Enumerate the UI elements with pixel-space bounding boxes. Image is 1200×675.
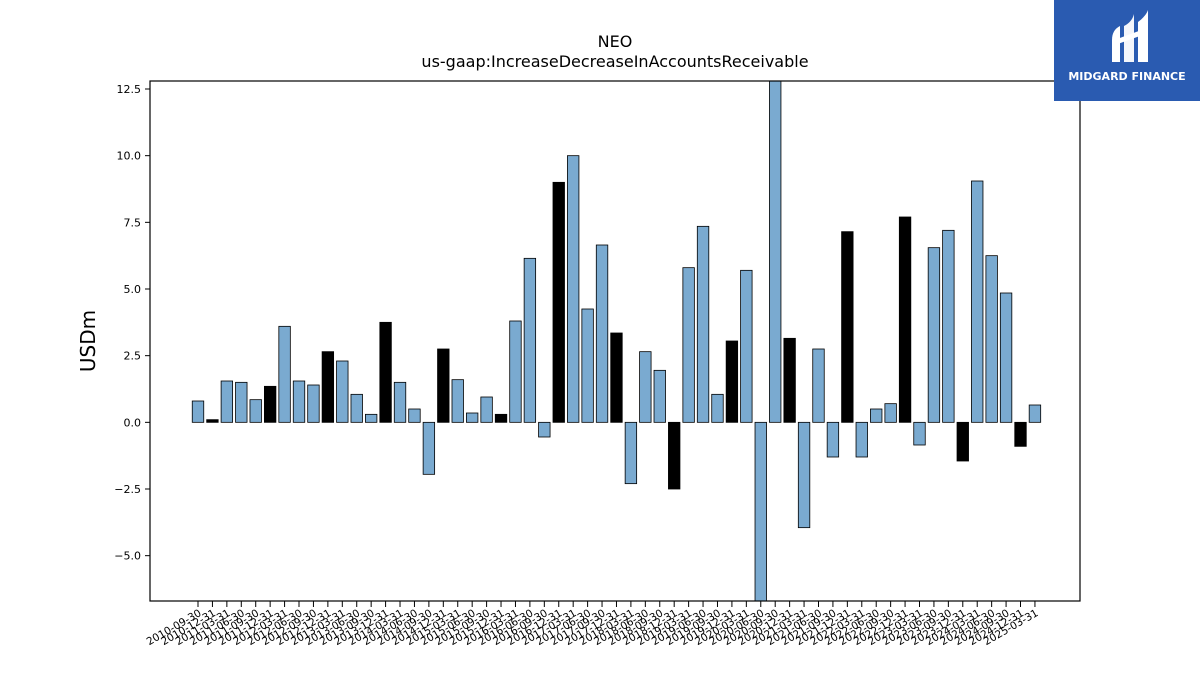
- bar-2012-06-30: [292, 380, 306, 423]
- chart-title-line1: NEO: [597, 32, 633, 51]
- bar-2024-03-31: [971, 180, 984, 423]
- bar-2019-12-31: [725, 340, 739, 423]
- y-axis: −5.0 −2.5 0.0 2.5 5.0 7.5 10.0 12.5: [114, 83, 150, 563]
- y-tick-label: 7.5: [124, 216, 142, 229]
- bar-2017-06-30: [581, 308, 594, 423]
- bar-2020-03-31: [740, 269, 753, 423]
- bar-2016-12-31: [552, 181, 565, 423]
- bar-2013-09-30: [365, 413, 378, 423]
- bar-2012-09-30: [307, 384, 320, 423]
- bar-2023-06-30: [927, 247, 941, 423]
- bar-2010-09-30: [191, 400, 205, 423]
- bar-2013-06-30: [350, 393, 363, 423]
- bar-2021-09-30: [826, 421, 840, 458]
- bar-2017-12-31: [610, 332, 623, 423]
- bar-2023-12-31: [956, 421, 969, 462]
- bar-2022-06-30: [870, 408, 883, 423]
- bar-2020-06-30: [754, 421, 767, 602]
- bar-2013-12-31: [379, 321, 392, 423]
- bar-2024-12-31: [1014, 421, 1027, 447]
- bar-2020-12-31: [783, 337, 796, 423]
- bar-2014-03-31: [393, 381, 407, 423]
- y-tick-label: 2.5: [124, 350, 142, 363]
- bar-2011-06-30: [235, 381, 248, 423]
- bar-2021-03-31: [797, 421, 811, 529]
- bar-2011-09-30: [249, 399, 262, 423]
- brand-logo: MIDGARD FINANCE: [1054, 0, 1200, 101]
- bar-2015-06-30: [466, 412, 479, 423]
- bar-2022-03-31: [855, 421, 868, 458]
- bars-group: [191, 80, 1042, 602]
- bar-2018-03-31: [624, 421, 638, 485]
- bar-2024-09-30: [999, 292, 1013, 423]
- bar-2025-03-31: [1028, 404, 1042, 423]
- bar-2020-09-30: [769, 80, 782, 423]
- chart-title-line2: us-gaap:IncreaseDecreaseInAccountsReceiv…: [421, 52, 809, 71]
- bar-2021-12-31: [841, 231, 854, 423]
- bar-2011-03-31: [220, 380, 234, 423]
- bar-2018-06-30: [639, 351, 652, 423]
- chart-title: NEO us-gaap:IncreaseDecreaseInAccountsRe…: [150, 32, 1080, 72]
- bar-2022-09-30: [884, 403, 897, 423]
- bar-2010-12-31: [206, 419, 219, 423]
- bar-2016-09-30: [538, 421, 551, 438]
- bar-2019-09-30: [711, 393, 724, 423]
- bar-2014-12-31: [437, 348, 450, 423]
- logo-text: MIDGARD FINANCE: [1068, 70, 1186, 83]
- bar-2018-09-30: [653, 369, 666, 423]
- bar-2015-09-30: [480, 396, 493, 423]
- y-tick-label: 0.0: [124, 416, 142, 429]
- y-tick-label: 10.0: [117, 150, 142, 163]
- bar-2023-03-31: [913, 421, 926, 446]
- bar-2013-03-31: [336, 360, 349, 423]
- bar-2012-12-31: [321, 351, 335, 423]
- logo-mark-icon: [1112, 10, 1148, 62]
- bar-2016-03-31: [509, 320, 522, 423]
- bar-2019-03-31: [682, 267, 695, 423]
- bar-2015-12-31: [494, 413, 508, 423]
- y-tick-label: −2.5: [114, 483, 141, 496]
- bar-2018-12-31: [668, 421, 681, 490]
- bar-2023-09-30: [942, 229, 955, 423]
- bar-2015-03-31: [451, 379, 464, 423]
- bar-2014-09-30: [422, 421, 436, 475]
- bar-2016-06-30: [523, 257, 537, 423]
- bar-2017-09-30: [595, 244, 609, 423]
- bar-2011-12-31: [263, 385, 277, 423]
- bar-2014-06-30: [408, 408, 421, 423]
- y-tick-label: 12.5: [117, 83, 142, 96]
- bar-2017-03-31: [567, 155, 580, 423]
- x-axis: 2010-09-302010-12-312011-03-312011-06-30…: [145, 601, 1040, 648]
- y-tick-label: 5.0: [124, 283, 142, 296]
- bar-2021-06-30: [812, 348, 825, 423]
- bar-2022-12-31: [898, 216, 912, 423]
- y-tick-label: −5.0: [114, 550, 141, 563]
- bar-2012-03-31: [278, 325, 291, 423]
- plot-frame: [149, 80, 1081, 602]
- bar-2019-06-30: [696, 225, 710, 423]
- bar-2024-06-30: [985, 255, 998, 423]
